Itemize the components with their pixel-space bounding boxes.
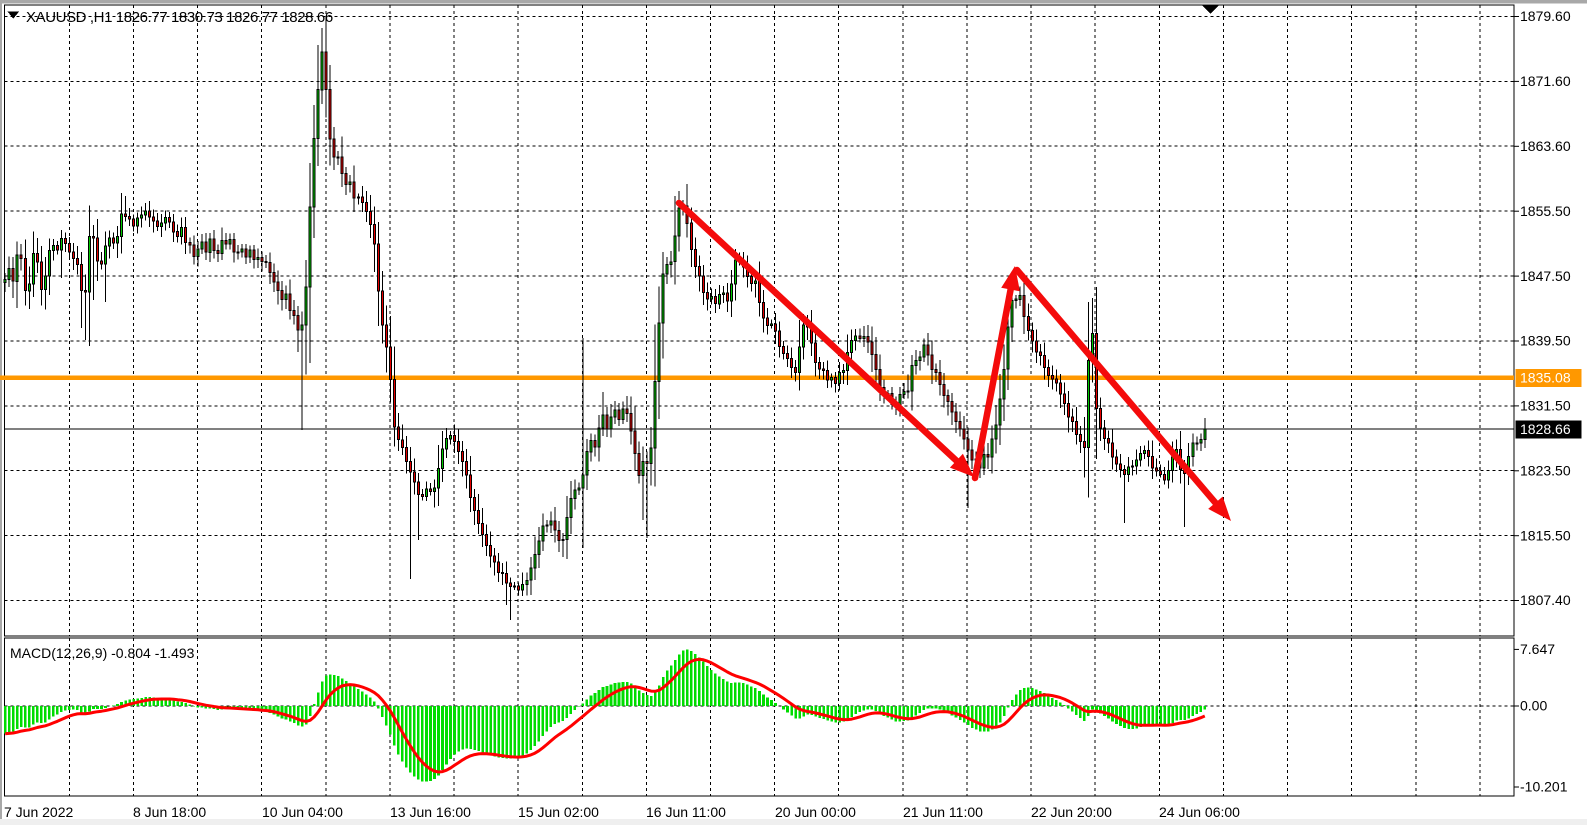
svg-text:1835.08: 1835.08 [1520,370,1571,386]
svg-text:10 Jun 04:00: 10 Jun 04:00 [262,804,343,820]
svg-text:22 Jun 20:00: 22 Jun 20:00 [1031,804,1112,820]
svg-text:1879.60: 1879.60 [1520,8,1571,24]
svg-text:21 Jun 11:00: 21 Jun 11:00 [903,804,983,820]
svg-text:1863.60: 1863.60 [1520,138,1571,154]
svg-text:15 Jun 02:00: 15 Jun 02:00 [518,804,599,820]
svg-text:24 Jun 06:00: 24 Jun 06:00 [1159,804,1240,820]
svg-text:0.00: 0.00 [1520,698,1547,714]
svg-text:1815.50: 1815.50 [1520,527,1571,543]
svg-text:-10.201: -10.201 [1520,779,1568,795]
svg-text:1839.50: 1839.50 [1520,333,1571,349]
svg-text:13 Jun 16:00: 13 Jun 16:00 [390,804,471,820]
svg-text:7 Jun 2022: 7 Jun 2022 [4,804,73,820]
svg-text:1807.40: 1807.40 [1520,592,1571,608]
svg-text:1855.50: 1855.50 [1520,203,1571,219]
svg-text:20 Jun 00:00: 20 Jun 00:00 [775,804,856,820]
svg-text:7.647: 7.647 [1520,641,1555,657]
svg-text:8 Jun 18:00: 8 Jun 18:00 [133,804,206,820]
svg-text:1823.50: 1823.50 [1520,463,1571,479]
svg-text:1871.60: 1871.60 [1520,73,1571,89]
svg-text:1828.66: 1828.66 [1520,421,1571,437]
svg-text:MACD(12,26,9) -0.804 -1.493: MACD(12,26,9) -0.804 -1.493 [10,645,195,661]
svg-text:XAUUSD ,H1 1826.77 1830.73 182: XAUUSD ,H1 1826.77 1830.73 1826.77 1828.… [26,9,333,26]
svg-text:1847.50: 1847.50 [1520,268,1571,284]
svg-text:1831.50: 1831.50 [1520,398,1571,414]
svg-text:16 Jun 11:00: 16 Jun 11:00 [646,804,726,820]
